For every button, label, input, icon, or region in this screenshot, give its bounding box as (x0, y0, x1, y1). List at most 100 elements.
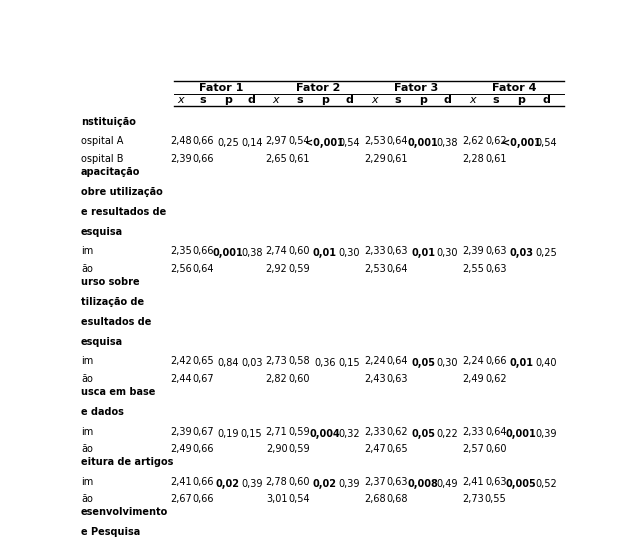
Text: 0,15: 0,15 (241, 429, 262, 439)
Text: 0,30: 0,30 (437, 358, 459, 369)
Text: 0,67: 0,67 (192, 374, 214, 384)
Text: 0,63: 0,63 (387, 374, 408, 384)
Text: 0,55: 0,55 (485, 494, 506, 505)
Text: 0,64: 0,64 (485, 426, 506, 437)
Text: 0,01: 0,01 (509, 358, 533, 369)
Text: s: s (493, 95, 499, 105)
Text: s: s (394, 95, 401, 105)
Text: 0,02: 0,02 (216, 479, 240, 489)
Text: im: im (81, 246, 93, 257)
Text: 0,54: 0,54 (338, 139, 360, 148)
Text: p: p (224, 95, 232, 105)
Text: Fator 1: Fator 1 (199, 82, 243, 93)
Text: 2,41: 2,41 (462, 477, 484, 487)
Text: 2,90: 2,90 (266, 444, 287, 454)
Text: 0,66: 0,66 (192, 444, 214, 454)
Text: 0,22: 0,22 (437, 429, 459, 439)
Text: d: d (345, 95, 353, 105)
Text: 2,57: 2,57 (462, 444, 484, 454)
Text: $\bar{x}$: $\bar{x}$ (272, 94, 281, 106)
Text: p: p (321, 95, 329, 105)
Text: 0,59: 0,59 (289, 426, 310, 437)
Text: 0,65: 0,65 (387, 444, 408, 454)
Text: 2,53: 2,53 (364, 136, 386, 147)
Text: <0,001: <0,001 (306, 139, 344, 148)
Text: 2,71: 2,71 (265, 426, 287, 437)
Text: 0,01: 0,01 (411, 248, 435, 258)
Text: 2,41: 2,41 (170, 477, 192, 487)
Text: 2,24: 2,24 (364, 356, 386, 367)
Text: 2,24: 2,24 (462, 356, 484, 367)
Text: d: d (542, 95, 550, 105)
Text: 0,64: 0,64 (192, 264, 214, 274)
Text: 2,37: 2,37 (364, 477, 386, 487)
Text: 0,05: 0,05 (411, 358, 435, 369)
Text: 0,59: 0,59 (289, 264, 310, 274)
Text: 2,33: 2,33 (462, 426, 484, 437)
Text: esquisa: esquisa (81, 226, 123, 237)
Text: 0,60: 0,60 (289, 246, 310, 257)
Text: s: s (296, 95, 303, 105)
Text: 2,53: 2,53 (364, 264, 386, 274)
Text: 0,63: 0,63 (485, 246, 506, 257)
Text: 2,47: 2,47 (364, 444, 386, 454)
Text: 2,56: 2,56 (170, 264, 192, 274)
Text: 0,66: 0,66 (485, 356, 506, 367)
Text: e resultados de: e resultados de (81, 206, 166, 217)
Text: 2,33: 2,33 (364, 426, 386, 437)
Text: 0,39: 0,39 (339, 479, 360, 489)
Text: 0,001: 0,001 (213, 248, 243, 258)
Text: 0,60: 0,60 (485, 444, 506, 454)
Text: 0,66: 0,66 (192, 246, 214, 257)
Text: e dados: e dados (81, 406, 124, 417)
Text: ospital B: ospital B (81, 154, 123, 164)
Text: d: d (443, 95, 452, 105)
Text: 2,62: 2,62 (462, 136, 484, 147)
Text: 2,39: 2,39 (170, 426, 192, 437)
Text: 0,38: 0,38 (437, 139, 459, 148)
Text: 0,14: 0,14 (241, 139, 262, 148)
Text: $\bar{x}$: $\bar{x}$ (370, 94, 379, 106)
Text: 2,49: 2,49 (170, 444, 192, 454)
Text: 2,28: 2,28 (462, 154, 484, 164)
Text: 0,30: 0,30 (339, 248, 360, 258)
Text: 0,64: 0,64 (387, 356, 408, 367)
Text: urso sobre: urso sobre (81, 277, 140, 287)
Text: 0,32: 0,32 (338, 429, 360, 439)
Text: 0,66: 0,66 (192, 136, 214, 147)
Text: 0,63: 0,63 (387, 477, 408, 487)
Text: 0,60: 0,60 (289, 477, 310, 487)
Text: $\bar{x}$: $\bar{x}$ (469, 94, 477, 106)
Text: 2,68: 2,68 (364, 494, 386, 505)
Text: esultados de: esultados de (81, 316, 152, 327)
Text: 2,33: 2,33 (364, 246, 386, 257)
Text: 0,008: 0,008 (408, 479, 438, 489)
Text: 0,63: 0,63 (485, 264, 506, 274)
Text: 0,61: 0,61 (387, 154, 408, 164)
Text: 2,73: 2,73 (265, 356, 287, 367)
Text: s: s (200, 95, 206, 105)
Text: tilização de: tilização de (81, 296, 144, 307)
Text: 2,35: 2,35 (170, 246, 192, 257)
Text: 0,54: 0,54 (289, 136, 310, 147)
Text: 0,62: 0,62 (485, 136, 506, 147)
Text: obre utilização: obre utilização (81, 186, 163, 197)
Text: 0,40: 0,40 (535, 358, 557, 369)
Text: 0,39: 0,39 (241, 479, 262, 489)
Text: 2,39: 2,39 (462, 246, 484, 257)
Text: d: d (248, 95, 255, 105)
Text: 0,05: 0,05 (411, 429, 435, 439)
Text: $\bar{x}$: $\bar{x}$ (177, 94, 186, 106)
Text: 2,55: 2,55 (462, 264, 484, 274)
Text: 0,36: 0,36 (314, 358, 336, 369)
Text: 0,03: 0,03 (241, 358, 262, 369)
Text: 0,01: 0,01 (313, 248, 337, 258)
Text: usca em base: usca em base (81, 387, 155, 397)
Text: 0,005: 0,005 (506, 479, 537, 489)
Text: 0,58: 0,58 (289, 356, 310, 367)
Text: 0,66: 0,66 (192, 477, 214, 487)
Text: eitura de artigos: eitura de artigos (81, 457, 174, 467)
Text: apacitação: apacitação (81, 167, 140, 177)
Text: 0,62: 0,62 (485, 374, 506, 384)
Text: esquisa: esquisa (81, 336, 123, 347)
